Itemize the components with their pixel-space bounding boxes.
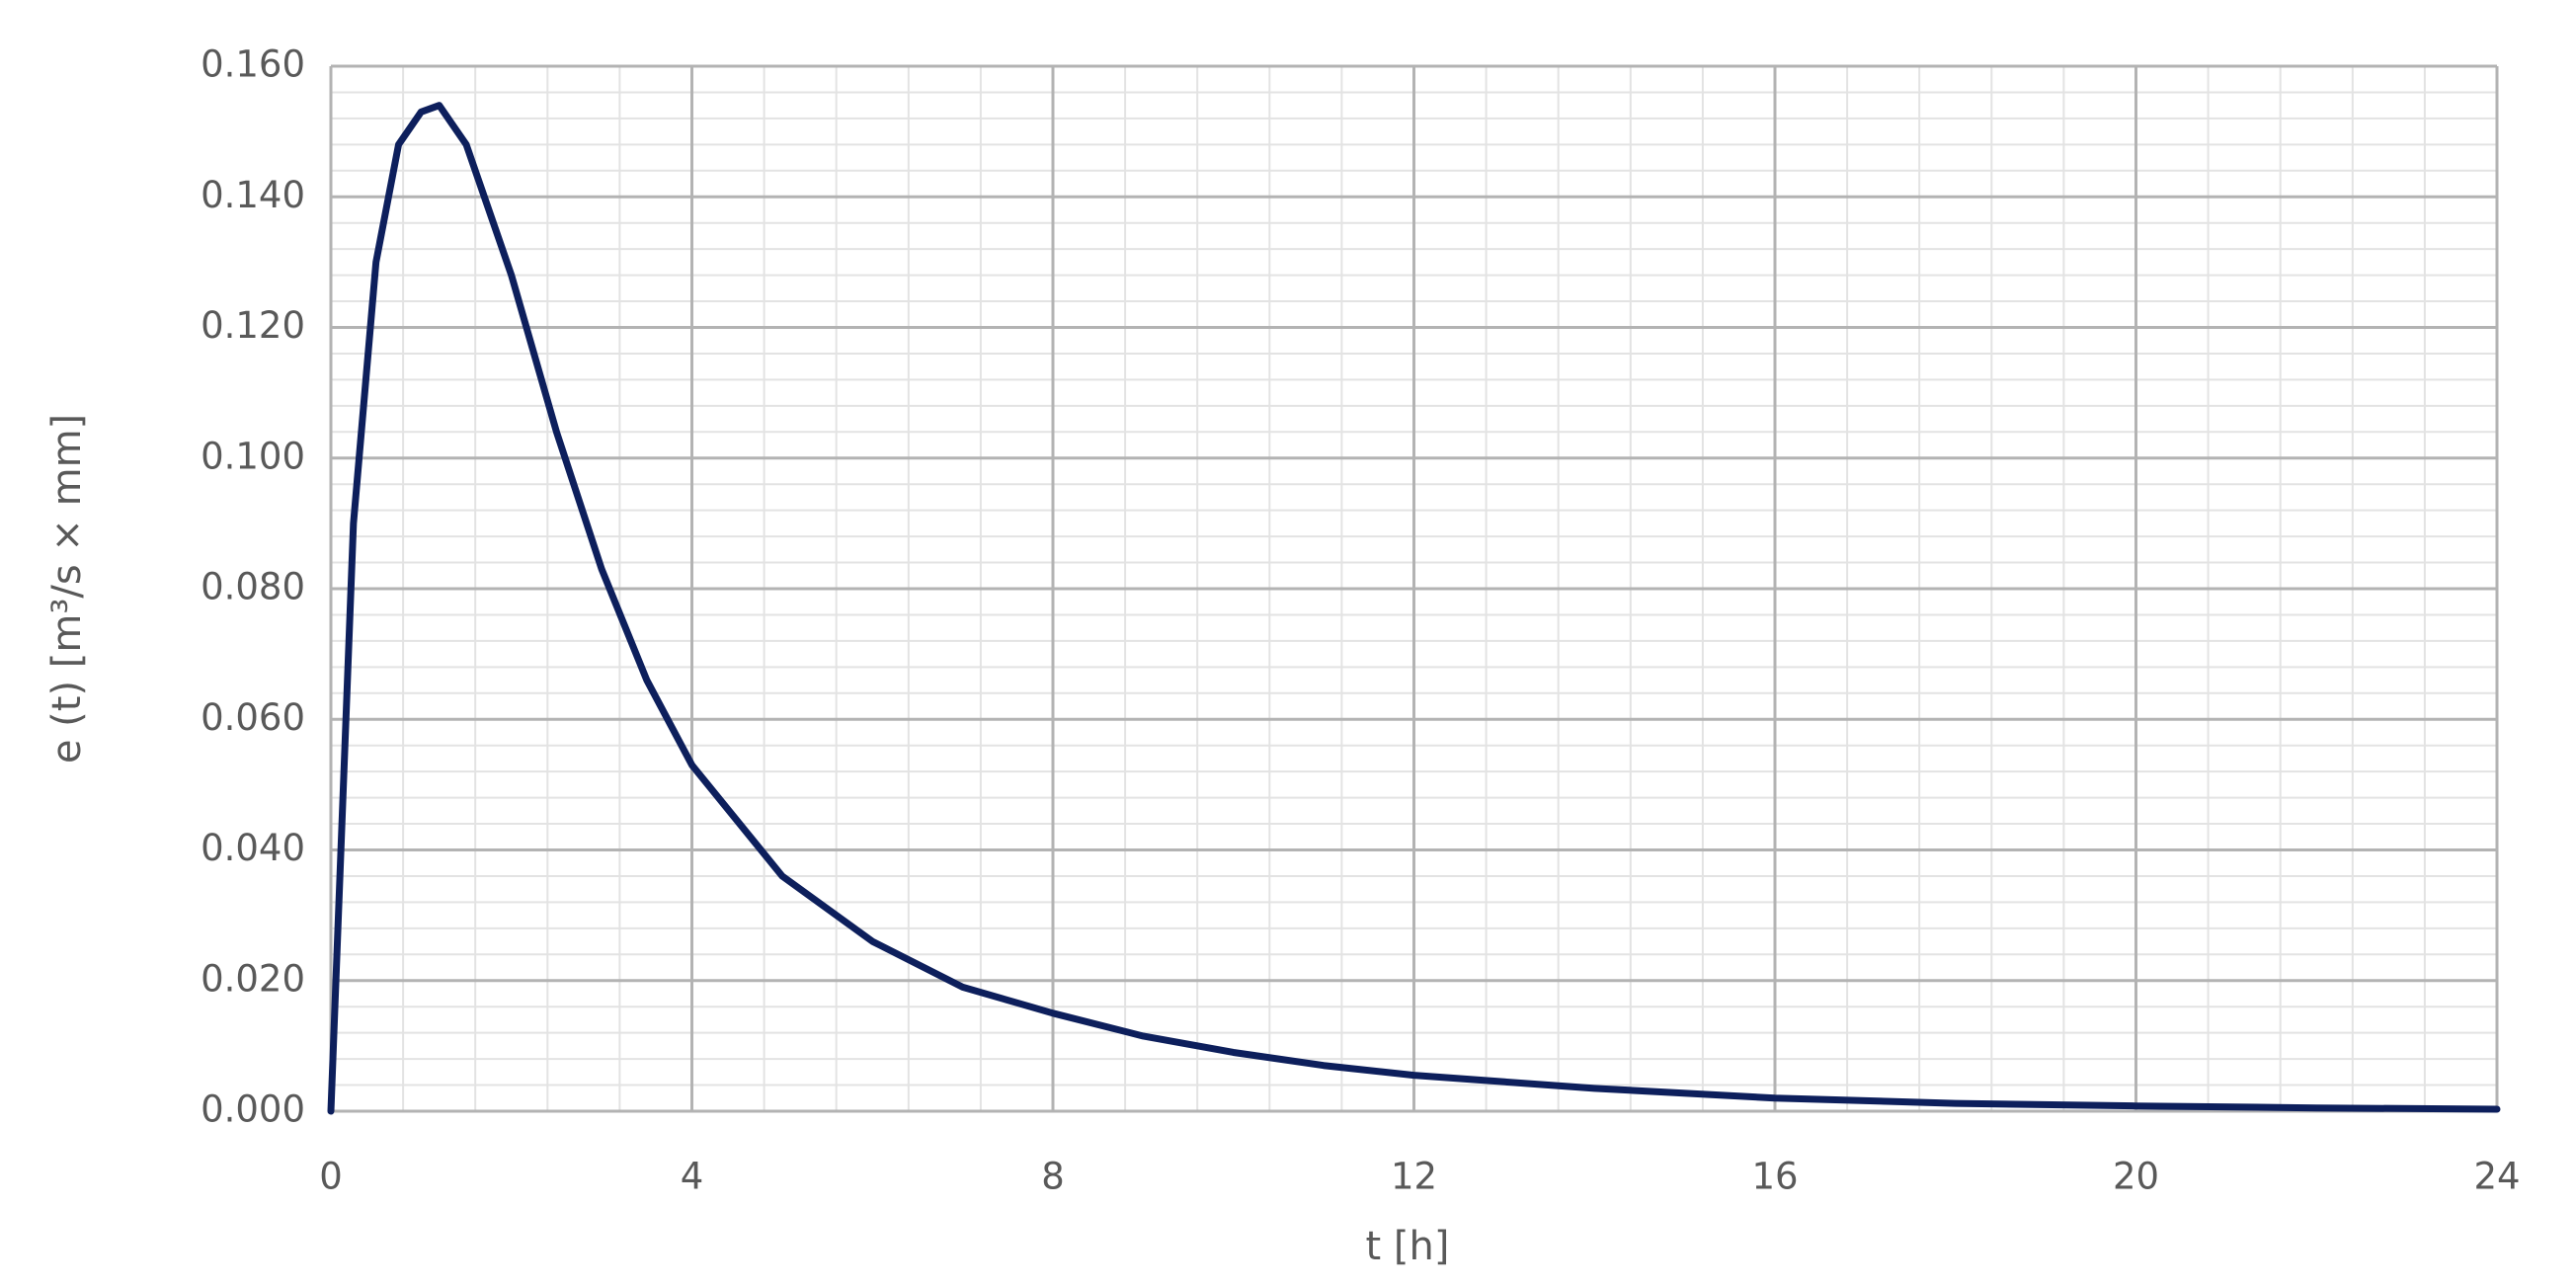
x-tick-label: 4 [681, 1156, 704, 1198]
y-tick-label: 0.140 [201, 174, 305, 216]
y-tick-label: 0.020 [201, 957, 305, 1000]
y-axis-label: e (t) [m³/s × mm] [44, 414, 90, 764]
y-tick-label: 0.080 [201, 566, 305, 608]
x-tick-label: 8 [1041, 1156, 1065, 1198]
y-tick-label: 0.120 [201, 304, 305, 347]
y-tick-label: 0.060 [201, 696, 305, 739]
y-tick-label: 0.000 [201, 1088, 305, 1131]
y-tick-label: 0.160 [201, 43, 305, 86]
x-tick-label: 24 [2473, 1156, 2520, 1198]
x-tick-label: 0 [319, 1156, 343, 1198]
line [327, 102, 2501, 1115]
x-tick-label: 16 [1751, 1156, 1798, 1198]
x-axis-label: t [h] [1366, 1224, 1450, 1269]
x-tick-label: 12 [1391, 1156, 1437, 1198]
y-tick-label: 0.100 [201, 435, 305, 477]
x-tick-label: 20 [2113, 1156, 2159, 1198]
y-tick-label: 0.040 [201, 827, 305, 869]
